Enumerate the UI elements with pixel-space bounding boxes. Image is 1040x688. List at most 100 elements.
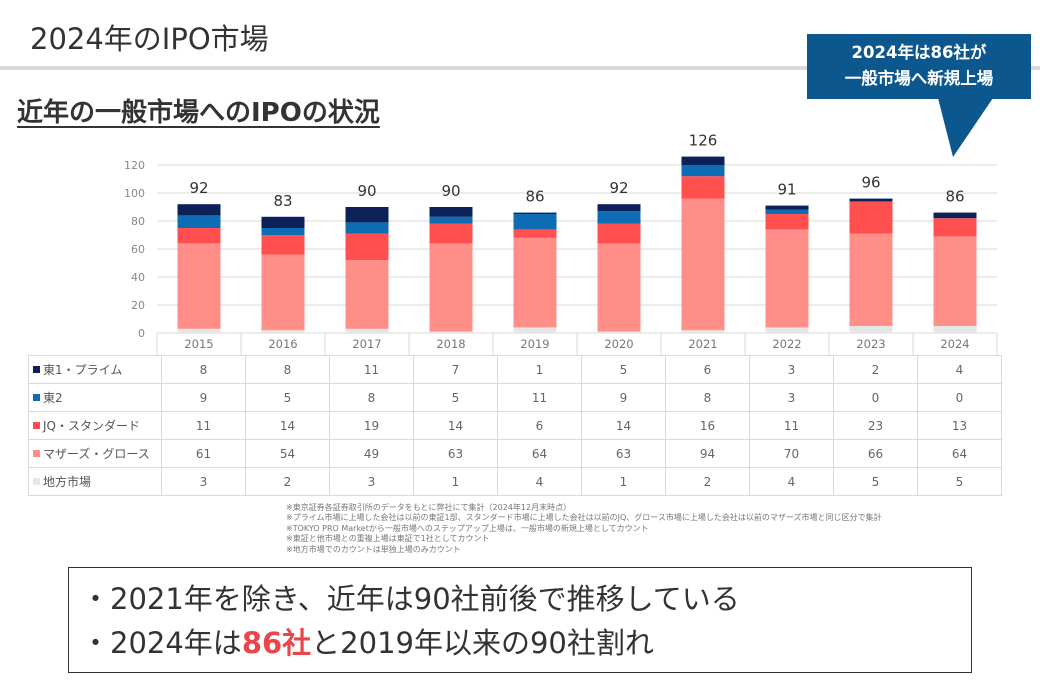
table-cell: 6: [497, 411, 582, 440]
bar-segment: [177, 243, 221, 329]
bar-segment: [261, 228, 305, 235]
x-tick-label: 2023: [856, 337, 885, 351]
y-tick-label: 40: [131, 271, 145, 284]
total-data-label: 92: [189, 179, 208, 197]
total-data-label: 90: [441, 182, 460, 200]
y-tick-label: 0: [138, 327, 145, 340]
footnote: ※プライム市場に上場した会社は以前の東証1部、スタンダード市場に上場した会社は以…: [286, 513, 882, 523]
y-tick-label: 60: [131, 243, 145, 256]
total-data-label: 91: [777, 181, 796, 199]
table-cell: 64: [917, 439, 1002, 468]
bar-segment: [933, 326, 977, 333]
bar-segment: [261, 235, 305, 255]
table-cell: 1: [413, 467, 498, 496]
table-cell: 14: [581, 411, 666, 440]
total-data-label: 96: [861, 174, 880, 192]
bar-segment: [681, 198, 725, 331]
table-cell: 2: [665, 467, 750, 496]
table-cell: 4: [497, 467, 582, 496]
y-tick-label: 120: [124, 159, 145, 172]
table-cell: 2: [833, 355, 918, 384]
footnotes: ※東京証券各証券取引所のデータをもとに弊社にて集計（2024年12月末時点） ※…: [286, 503, 881, 555]
table-cell: 11: [749, 411, 834, 440]
legend-label: マザーズ・グロース: [28, 439, 162, 468]
y-tick-label: 80: [131, 215, 145, 228]
slide-title: 2024年のIPO市場: [30, 22, 269, 56]
bar-segment: [345, 207, 389, 223]
table-cell: 1: [497, 355, 582, 384]
table-cell: 19: [329, 411, 414, 440]
table-cell: 3: [161, 467, 246, 496]
bar-segment: [765, 209, 809, 214]
x-tick-label: 2024: [940, 337, 969, 351]
footnote: ※東京証券各証券取引所のデータをもとに弊社にて集計（2024年12月末時点）: [286, 503, 572, 512]
bar-segment: [513, 212, 557, 214]
total-data-label: 86: [525, 188, 544, 206]
legend-text: 東2: [43, 391, 63, 405]
summary-line-2-suffix: と2019年以来の90社割れ: [311, 626, 654, 660]
table-cell: 5: [245, 383, 330, 412]
table-cell: 14: [413, 411, 498, 440]
callout-box: 2024年は86社が 一般市場へ新規上場: [807, 34, 1031, 99]
x-tick-label: 2017: [352, 337, 381, 351]
callout-pointer: [938, 98, 993, 157]
table-cell: 11: [161, 411, 246, 440]
table-cell: 0: [917, 383, 1002, 412]
table-cell: 3: [749, 383, 834, 412]
bar-segment: [765, 214, 809, 230]
section-heading: 近年の一般市場へのIPOの状況: [17, 98, 380, 128]
x-tick-label: 2019: [520, 337, 549, 351]
table-cell: 1: [581, 467, 666, 496]
bar-segment: [597, 331, 641, 333]
data-table: 東1・プライム 8 8 11 7 1 5 6 3 2 4 東2 9 5 8 5 11 9 8 3 0 0 JQ・スタンダード…: [28, 355, 1002, 496]
bar-segment: [177, 204, 221, 216]
footnote: ※地方市場でのカウントは単独上場のみカウント: [286, 544, 461, 554]
bar-segment: [261, 330, 305, 333]
bar-segment: [429, 207, 473, 217]
callout-line-2: 一般市場へ新規上場: [844, 69, 994, 88]
table-cell: 16: [665, 411, 750, 440]
x-tick-label: 2021: [688, 337, 717, 351]
table-cell: 64: [497, 439, 582, 468]
legend-swatch-icon: [33, 450, 40, 457]
table-cell: 61: [161, 439, 246, 468]
bar-segment: [177, 328, 221, 333]
table-cell: 5: [833, 467, 918, 496]
table-cell: 9: [581, 383, 666, 412]
legend-text: 東1・プライム: [43, 363, 123, 377]
bar-segment: [681, 165, 725, 177]
bar-segment: [849, 233, 893, 326]
bar-segment: [345, 328, 389, 333]
table-row: 地方市場 3 2 3 1 4 1 2 4 5 5: [28, 467, 1002, 496]
bar-segment: [765, 229, 809, 328]
table-cell: 14: [245, 411, 330, 440]
bar-segment: [177, 228, 221, 244]
x-tick-label: 2020: [604, 337, 633, 351]
table-cell: 70: [749, 439, 834, 468]
summary-line-2-prefix: ・2024年は: [81, 626, 242, 660]
total-data-label: 92: [609, 179, 628, 197]
y-tick-label: 20: [131, 299, 145, 312]
table-cell: 8: [161, 355, 246, 384]
bar-segment: [429, 243, 473, 332]
summary-line-2: ・2024年は86社と2019年以来の90社割れ: [81, 620, 654, 662]
x-tick-label: 2015: [184, 337, 213, 351]
total-data-label: 90: [357, 182, 376, 200]
bar-segment: [345, 222, 389, 234]
bar-segment: [261, 254, 305, 331]
legend-label: 地方市場: [28, 467, 162, 496]
x-tick-label: 2022: [772, 337, 801, 351]
total-data-label: 86: [945, 188, 964, 206]
legend-text: 地方市場: [43, 475, 92, 489]
table-cell: 6: [665, 355, 750, 384]
table-cell: 66: [833, 439, 918, 468]
legend-swatch-icon: [33, 422, 40, 429]
table-cell: 54: [245, 439, 330, 468]
table-cell: 8: [329, 383, 414, 412]
bar-segment: [513, 327, 557, 333]
bar-segment: [597, 223, 641, 244]
table-cell: 4: [749, 467, 834, 496]
bar-segment: [345, 233, 389, 261]
legend-text: マザーズ・グロース: [43, 447, 150, 461]
bar-segment: [429, 331, 473, 333]
